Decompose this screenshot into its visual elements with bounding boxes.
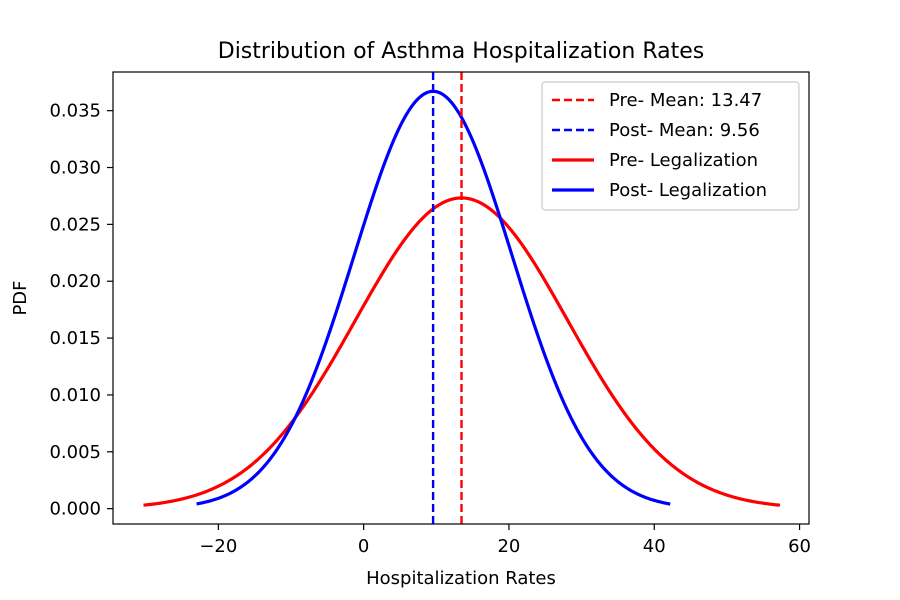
chart-title: Distribution of Asthma Hospitalization R… <box>218 39 704 64</box>
x-tick-label: 20 <box>497 536 520 557</box>
x-tick-label: 60 <box>788 536 811 557</box>
x-axis-label: Hospitalization Rates <box>366 568 556 589</box>
y-tick-label: 0.010 <box>49 385 101 406</box>
y-tick-label: 0.035 <box>49 101 101 122</box>
x-tick-label: 0 <box>358 536 369 557</box>
legend-label: Pre- Mean: 13.47 <box>609 90 762 111</box>
y-tick-label: 0.015 <box>49 328 101 349</box>
legend-box <box>541 81 800 211</box>
y-tick-label: 0.025 <box>49 214 101 235</box>
axes-frame <box>112 71 810 525</box>
legend-label: Post- Mean: 9.56 <box>609 120 760 141</box>
axes: −20 0 20 40 60 0.000 0.005 0.010 0.015 0.020 0.025… <box>49 71 811 557</box>
legend: Pre- Mean: 13.47 Post- Mean: 9.56 Pre- Leg… <box>541 81 800 211</box>
plot-area <box>143 72 781 524</box>
y-tick-label: 0.020 <box>49 271 101 292</box>
legend-label: Post- Legalization <box>609 180 767 201</box>
x-tick-label: 40 <box>643 536 666 557</box>
legend-label: Pre- Legalization <box>609 150 758 171</box>
y-tick-label: 0.000 <box>49 499 101 520</box>
y-tick-label: 0.030 <box>49 158 101 179</box>
y-tick-label: 0.005 <box>49 442 101 463</box>
y-axis-label: PDF <box>10 280 31 315</box>
x-tick-label: −20 <box>199 536 237 557</box>
